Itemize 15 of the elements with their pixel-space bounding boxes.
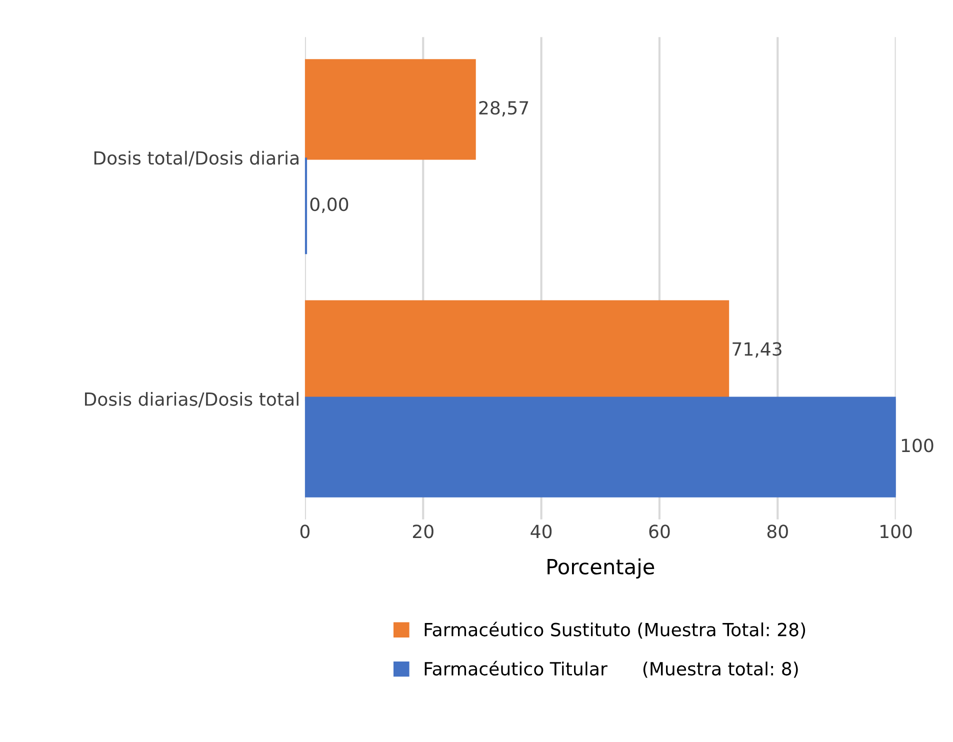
- x-tick-label: 60: [649, 524, 670, 538]
- data-label: 28,57: [479, 101, 528, 117]
- x-tick-label: 100: [880, 524, 912, 538]
- data-label: 71,43: [732, 342, 782, 358]
- x-tick-label: 80: [767, 524, 788, 538]
- x-tick-label: 0: [300, 524, 310, 538]
- y-tick-label: Dosis total/Dosis diaria: [94, 150, 298, 166]
- legend-label: Farmacéutico Titular (Muestra total: 8): [424, 660, 798, 678]
- x-axis-title: Porcentaje: [548, 558, 654, 579]
- data-label: 0,00: [310, 197, 348, 213]
- legend-label: Farmacéutico Sustituto (Muestra Total: 28): [424, 622, 806, 639]
- data-label: 100: [902, 438, 934, 452]
- x-tick-label: 20: [412, 524, 434, 538]
- x-tick-label: 40: [530, 524, 552, 538]
- y-tick-label: Dosis diarias/Dosis total: [85, 392, 298, 408]
